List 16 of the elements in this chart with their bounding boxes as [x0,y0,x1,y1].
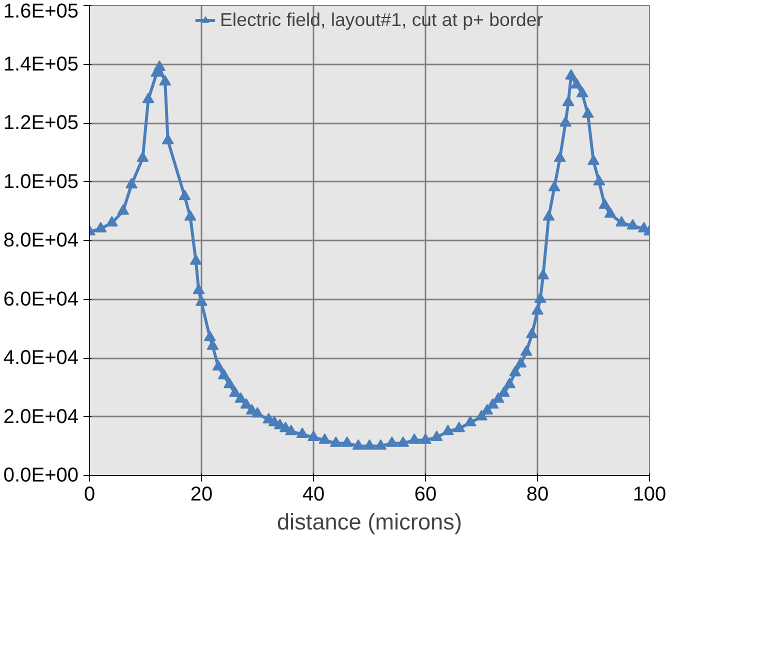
x-tick-label: 0 [84,484,96,506]
y-tick-label: 6.0E+04 [3,288,79,310]
x-tick-label: 80 [526,484,549,506]
y-tick-label: 1.0E+05 [3,170,79,193]
x-tick-label: 20 [190,484,213,506]
y-tick-label: 1.6E+05 [3,0,79,22]
y-tick-label: 2.0E+04 [3,406,79,428]
y-tick-label: 1.4E+05 [3,53,79,76]
x-tick-label: 100 [632,484,666,506]
y-tick-label: 1.2E+05 [3,112,79,134]
y-tick-label: 0.0E+00 [3,464,79,486]
x-axis-title: distance (microns) [276,508,462,534]
y-tick-label: 8.0E+04 [3,230,79,252]
y-tick-label: 4.0E+04 [3,347,79,369]
x-tick-label: 40 [302,484,325,506]
x-tick-label: 60 [414,484,437,506]
